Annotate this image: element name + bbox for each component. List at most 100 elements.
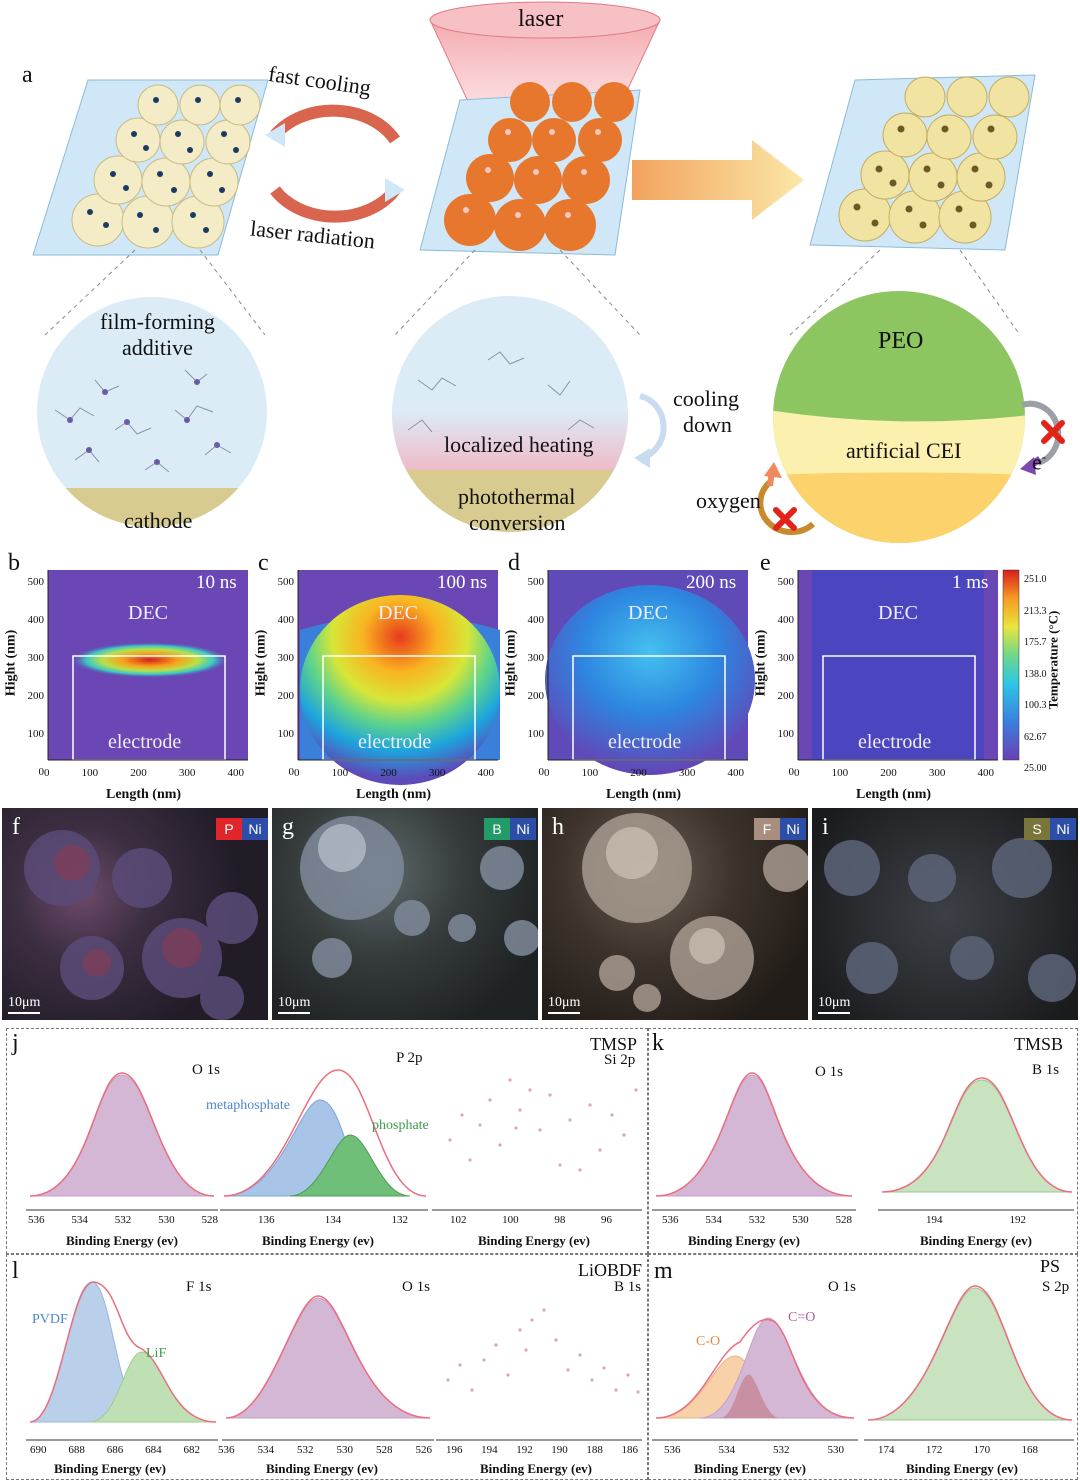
panel-letter-k: k (652, 1030, 664, 1056)
scale-bar-h: 10μm (548, 995, 581, 1014)
sem-particles-i (824, 838, 1076, 1002)
xtick: 536 (218, 1444, 235, 1456)
xtick: 686 (106, 1444, 124, 1456)
xps-xlabel: Binding Energy (ev) (262, 1233, 374, 1248)
xps-l-o1s-ticks: 536 534 532 530 528 526 (218, 1444, 432, 1456)
cbar-tick: 25.00 (1024, 763, 1047, 774)
xtick: 192 (516, 1444, 533, 1456)
scale-bar-i: 10μm (818, 995, 851, 1014)
heatmap-d-time: 200 ns (686, 572, 737, 593)
sem-image-i: i S Ni 10μm (812, 808, 1078, 1020)
panel-letter-c: c (258, 550, 269, 576)
ylabel-c: Hight (nm) (253, 629, 269, 697)
cbar-tick: 213.3 (1024, 605, 1047, 617)
electron-label: e- (1032, 449, 1046, 475)
xtick: 194 (926, 1214, 943, 1226)
heatmap-b-dec: DEC (128, 602, 168, 624)
xps-k-o1s: O 1s (815, 1064, 843, 1080)
xps-panel-l (6, 1254, 648, 1480)
heatmap-b-time: 10 ns (196, 572, 237, 593)
heatmap-c-electrode: electrode (358, 731, 432, 753)
xps-label-phosphate: phosphate (372, 1118, 429, 1133)
xps-spectra (26, 1069, 1074, 1441)
ytick: 400 (777, 614, 795, 626)
xps-label-lif: LiF (146, 1346, 167, 1361)
xps-xlabel: Binding Energy (ev) (266, 1461, 378, 1476)
xps-j-si2p: Si 2p (604, 1052, 636, 1068)
xtick: 532 (748, 1214, 766, 1226)
xtick: 530 (792, 1214, 809, 1226)
xtick: 200 (380, 767, 397, 779)
ytick: 100 (777, 728, 795, 740)
xtick: 684 (145, 1444, 162, 1456)
xtick: 532 (773, 1444, 790, 1456)
xps-panel-k (648, 1028, 1078, 1254)
xtick: 528 (201, 1214, 219, 1226)
xlabel-d: Length (nm) (606, 787, 682, 802)
xps-panel-m (648, 1254, 1078, 1480)
xtick: 100 (502, 1214, 519, 1226)
element-badge-ni: Ni (1050, 818, 1076, 840)
heatmap-e-dec: DEC (878, 602, 918, 624)
xps-title-liobdf: LiOBDF (578, 1260, 643, 1280)
xps-j-si2p-ticks: 102 100 98 96 (450, 1214, 612, 1226)
ylabel-e: Hight (nm) (753, 629, 769, 697)
xps-label-metaphosphate: metaphosphate (206, 1098, 290, 1113)
xtick: 186 (621, 1444, 638, 1456)
xtick: 400 (477, 767, 495, 779)
xtick: 536 (28, 1214, 45, 1226)
element-badge-ni: Ni (242, 818, 268, 840)
film-forming-label-2: additive (122, 335, 193, 360)
sem-image-h: h F Ni 10μm (542, 808, 808, 1020)
sem-image-g: g B Ni 10μm (272, 808, 538, 1020)
yticks-d: 500 400 300 200 100 0 (522, 563, 545, 791)
xtick: 172 (925, 1444, 943, 1456)
xtick: 174 (878, 1444, 895, 1456)
xtick: 400 (727, 767, 745, 779)
heatmap-c-dec: DEC (378, 602, 418, 624)
ytick: 100 (527, 728, 545, 740)
element-badge-s: S (1024, 818, 1050, 840)
heatmap-plots (47, 569, 1020, 785)
xtick: 300 (678, 767, 696, 779)
ytick: 300 (277, 652, 295, 664)
xps-xlabel: Binding Energy (ev) (688, 1233, 800, 1248)
xtick: 688 (68, 1444, 85, 1456)
xps-j-o1s: O 1s (192, 1062, 220, 1078)
sem-image-f: f P Ni 10μm (2, 808, 268, 1020)
xtick: 190 (551, 1444, 568, 1456)
ytick: 500 (777, 576, 795, 588)
xtick: 400 (227, 767, 245, 779)
xps-m-o1s-ticks: 536 534 532 530 (664, 1444, 844, 1456)
xps-xlabel: Binding Energy (ev) (54, 1461, 166, 1476)
xps-label-c=o: C=O (788, 1310, 816, 1325)
cbar-tick: 138.0 (1024, 668, 1047, 680)
ytick: 400 (277, 614, 295, 626)
film-forming-label-1: film-forming (100, 309, 215, 334)
sem-particles-h (582, 813, 808, 1012)
electron-block-arrow (1020, 400, 1065, 475)
artificial-cei-label: artificial CEI (846, 438, 962, 463)
xtick: 196 (446, 1444, 463, 1456)
xtick: 136 (258, 1214, 275, 1226)
xps-l-o1s: O 1s (402, 1279, 430, 1295)
oxygen-block-arrow (758, 462, 815, 536)
zoom-lines (44, 249, 1021, 336)
xps-j-o1s-ticks: 536 534 532 530 528 (28, 1214, 218, 1226)
heatmap-b-electrode: electrode (108, 731, 182, 753)
element-badge-ni: Ni (510, 818, 536, 840)
ytick: 0 (538, 766, 545, 778)
xtick: 530 (827, 1444, 845, 1456)
xps-j-p2p-ticks: 136 134 132 (258, 1214, 408, 1226)
colorbar-ticks: 251.0 213.3 175.7 138.0 100.3 62.67 25.00 (1024, 564, 1047, 785)
ytick: 500 (27, 576, 45, 588)
cooling-label-2: down (683, 412, 732, 437)
ytick: 100 (277, 728, 295, 740)
yticks-e: 500 400 300 200 100 0 (772, 563, 795, 791)
xps-m-s2p-ticks: 174 172 170 168 (878, 1444, 1038, 1456)
xps-panel-j (6, 1028, 648, 1254)
xps-k-b1s: B 1s (1032, 1062, 1060, 1078)
xps-m-s2p: S 2p (1042, 1279, 1070, 1295)
xtick: 0 (44, 767, 50, 779)
ytick: 500 (277, 576, 295, 588)
